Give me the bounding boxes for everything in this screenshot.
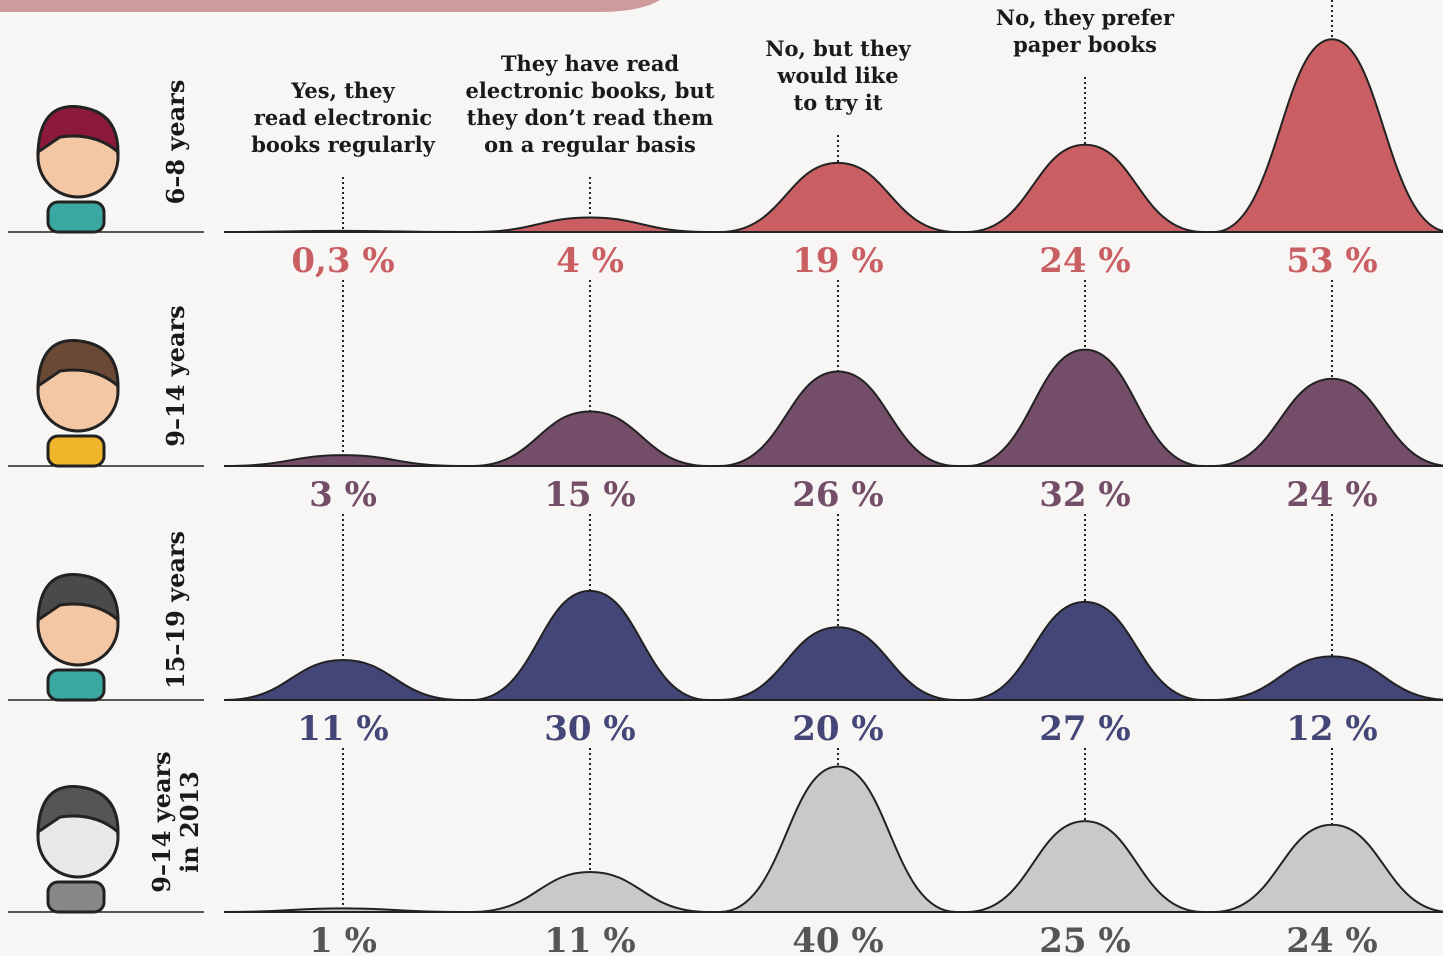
value-label: 19 % <box>792 241 883 281</box>
bump <box>1213 823 1443 913</box>
avatar-body <box>46 434 106 468</box>
avatar <box>8 785 204 914</box>
row-label: 9–14 yearsin 2013 <box>147 751 204 892</box>
avatar <box>8 339 204 468</box>
avatar-hair <box>36 105 120 156</box>
bump <box>719 161 957 233</box>
bump <box>719 765 957 913</box>
value-label: 15 % <box>544 475 635 515</box>
avatar <box>8 573 204 702</box>
value-label: 12 % <box>1286 709 1377 749</box>
value-label: 24 % <box>1286 475 1377 515</box>
value-label: 25 % <box>1039 921 1130 956</box>
bump <box>1213 377 1443 467</box>
bump <box>471 216 709 233</box>
row-label: 6–8 years <box>161 80 190 205</box>
bump <box>719 626 957 701</box>
avatar-hair <box>36 785 120 836</box>
column-header: Yes, they read electronic books regularly <box>251 78 435 157</box>
bump <box>719 370 957 467</box>
value-label: 0,3 % <box>291 241 394 281</box>
value-label: 40 % <box>792 921 883 956</box>
value-label: 26 % <box>792 475 883 515</box>
bump <box>966 600 1204 701</box>
bump <box>1213 655 1443 701</box>
bump <box>224 454 462 467</box>
value-label: 4 % <box>556 241 624 281</box>
value-label: 30 % <box>544 709 635 749</box>
value-label: 11 % <box>297 709 388 749</box>
value-label: 20 % <box>792 709 883 749</box>
avatar-body <box>46 200 106 234</box>
bump <box>471 870 709 913</box>
row-label: 9–14 years <box>161 305 190 446</box>
title-bar <box>0 0 660 12</box>
avatar <box>8 105 204 234</box>
avatar-body <box>46 668 106 702</box>
bump <box>471 410 709 467</box>
value-label: 3 % <box>309 475 377 515</box>
value-label: 32 % <box>1039 475 1130 515</box>
bump <box>966 143 1204 233</box>
column-header: No, but they would like to try it <box>765 36 911 115</box>
value-label: 24 % <box>1039 241 1130 281</box>
row-label: 15–19 years <box>161 531 190 689</box>
bump <box>1213 38 1443 233</box>
bump <box>966 348 1204 467</box>
bump <box>471 589 709 701</box>
bump <box>966 820 1204 913</box>
avatar-hair <box>36 339 120 390</box>
column-header: No, they prefer paper books <box>996 5 1175 57</box>
avatar-body <box>46 880 106 914</box>
value-label: 11 % <box>544 921 635 956</box>
value-label: 1 % <box>309 921 377 956</box>
value-label: 24 % <box>1286 921 1377 956</box>
value-label: 53 % <box>1286 241 1377 281</box>
avatar-hair <box>36 573 120 624</box>
column-header: They have read electronic books, but they … <box>466 51 715 157</box>
bump <box>224 658 462 701</box>
value-label: 27 % <box>1039 709 1130 749</box>
